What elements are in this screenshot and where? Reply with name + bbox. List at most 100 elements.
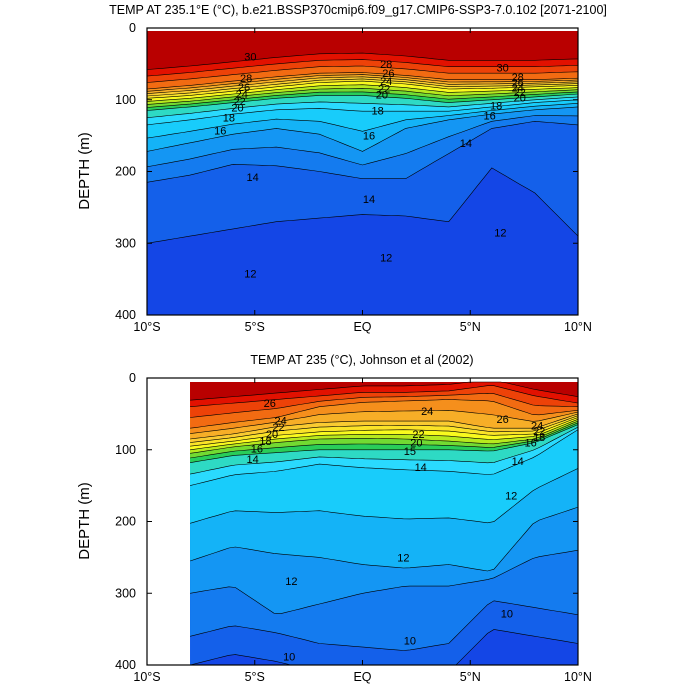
top-isotherm-lines xyxy=(147,52,578,244)
x-tick-label: 10°N xyxy=(564,670,592,684)
y-tick-label: 0 xyxy=(129,21,136,35)
isotherm-label: 12 xyxy=(380,253,392,265)
isotherm-label: 16 xyxy=(251,443,263,455)
isotherm-line xyxy=(190,413,578,440)
isotherm-label: 22 xyxy=(378,83,390,95)
x-tick-label: EQ xyxy=(353,670,371,684)
y-tick-label: 400 xyxy=(115,658,136,672)
isotherm-label: 12 xyxy=(244,268,256,280)
bottom-axes: 10°S 5°S EQ 5°N 10°N 0 100 200 300 400 xyxy=(115,371,592,684)
top-y-axis-label: DEPTH (m) xyxy=(76,132,93,210)
isotherm-line xyxy=(190,424,578,463)
isotherm-label: 28 xyxy=(512,72,524,84)
isotherm-label: 14 xyxy=(246,172,258,184)
y-tick-label: 0 xyxy=(129,371,136,385)
isotherm-line xyxy=(147,87,578,105)
isotherm-label: 30 xyxy=(244,52,256,64)
isotherm-line xyxy=(190,429,578,486)
isotherm-label: 20 xyxy=(376,90,388,102)
isotherm-line xyxy=(147,78,578,97)
isotherm-label: 12 xyxy=(505,491,517,503)
y-tick-label: 100 xyxy=(115,93,136,107)
isotherm-label: 10 xyxy=(283,651,295,663)
isotherm-label: 18 xyxy=(490,101,502,113)
isotherm-label: 16 xyxy=(524,438,536,450)
isotherm-line xyxy=(147,99,578,126)
y-tick-label: 200 xyxy=(115,515,136,529)
y-tick-label: 300 xyxy=(115,236,136,250)
temperature-band xyxy=(190,382,578,401)
top-axes: 10°S 5°S EQ 5°N 10°N 0 100 200 300 400 xyxy=(115,21,592,334)
isotherm-line xyxy=(147,84,578,102)
isotherm-label: 16 xyxy=(483,111,495,123)
isotherm-label: 22 xyxy=(234,96,246,108)
isotherm-label: 18 xyxy=(371,106,383,118)
isotherm-label: 22 xyxy=(533,426,545,438)
isotherm-label: 20 xyxy=(514,93,526,105)
isotherm-label: 15 xyxy=(404,446,416,458)
x-tick-label: 5°N xyxy=(460,670,481,684)
isotherm-label: 12 xyxy=(494,228,506,240)
y-tick-label: 100 xyxy=(115,443,136,457)
isotherm-line xyxy=(147,65,578,83)
isotherm-label: 14 xyxy=(363,194,375,206)
isotherm-label: 14 xyxy=(460,138,472,150)
isotherm-line xyxy=(147,103,578,139)
isotherm-line xyxy=(147,74,578,92)
isotherm-label: 20 xyxy=(266,429,278,441)
isotherm-label: 26 xyxy=(512,78,524,90)
isotherm-label: 10 xyxy=(501,608,513,620)
isotherm-line xyxy=(147,96,578,118)
isotherm-line xyxy=(190,392,578,418)
bottom-panel-title: TEMP AT 235 (°C), Johnson et al (2002) xyxy=(250,353,473,367)
isotherm-label: 24 xyxy=(512,83,524,95)
isotherm-line xyxy=(147,52,578,70)
x-tick-label: 5°N xyxy=(460,320,481,334)
isotherm-label: 24 xyxy=(531,420,543,432)
isotherm-line xyxy=(190,420,578,454)
x-tick-label: EQ xyxy=(353,320,371,334)
isotherm-label: 24 xyxy=(236,89,248,101)
isotherm-line xyxy=(147,120,578,183)
isotherm-label: 10 xyxy=(404,636,416,648)
isotherm-line xyxy=(190,409,578,434)
top-panel: TEMP AT 235.1°E (°C), b.e21.BSSP370cmip6… xyxy=(76,3,607,334)
isotherm-label: 18 xyxy=(259,436,271,448)
isotherm-line xyxy=(147,93,578,111)
isotherm-label: 24 xyxy=(421,406,433,418)
isotherm-line xyxy=(147,167,578,244)
isotherm-label: 22 xyxy=(412,429,424,441)
isotherm-label: 28 xyxy=(380,59,392,71)
isotherm-label: 26 xyxy=(382,68,394,80)
x-tick-label: 10°S xyxy=(133,670,160,684)
isotherm-label: 24 xyxy=(380,76,392,88)
isotherm-label: 18 xyxy=(533,432,545,444)
bottom-y-axis-label: DEPTH (m) xyxy=(76,482,93,560)
isotherm-line xyxy=(190,549,578,615)
x-tick-label: 10°S xyxy=(133,320,160,334)
isotherm-line xyxy=(147,72,578,90)
isotherm-label: 16 xyxy=(214,126,226,138)
isotherm-line xyxy=(190,385,578,407)
temperature-band xyxy=(147,31,578,70)
isotherm-label: 12 xyxy=(285,576,297,588)
isotherm-label: 14 xyxy=(246,454,258,466)
bottom-panel: TEMP AT 235 (°C), Johnson et al (2002) 2… xyxy=(76,353,592,684)
isotherm-label: 18 xyxy=(223,113,235,125)
isotherm-line xyxy=(147,76,578,94)
y-tick-label: 300 xyxy=(115,586,136,600)
isotherm-line xyxy=(190,381,578,401)
isotherm-label: 14 xyxy=(415,462,427,474)
isotherm-line xyxy=(190,600,578,651)
bottom-isotherm-labels: 2624222018161424222015142624221816141212… xyxy=(246,398,545,663)
isotherm-line xyxy=(147,106,578,152)
isotherm-line xyxy=(147,59,578,77)
isotherm-label: 26 xyxy=(238,82,250,94)
isotherm-label: 24 xyxy=(274,415,286,427)
isotherm-label: 26 xyxy=(264,398,276,410)
isotherm-line xyxy=(147,91,578,108)
isotherm-line xyxy=(190,417,578,447)
isotherm-line xyxy=(190,506,578,572)
isotherm-line xyxy=(190,468,578,524)
